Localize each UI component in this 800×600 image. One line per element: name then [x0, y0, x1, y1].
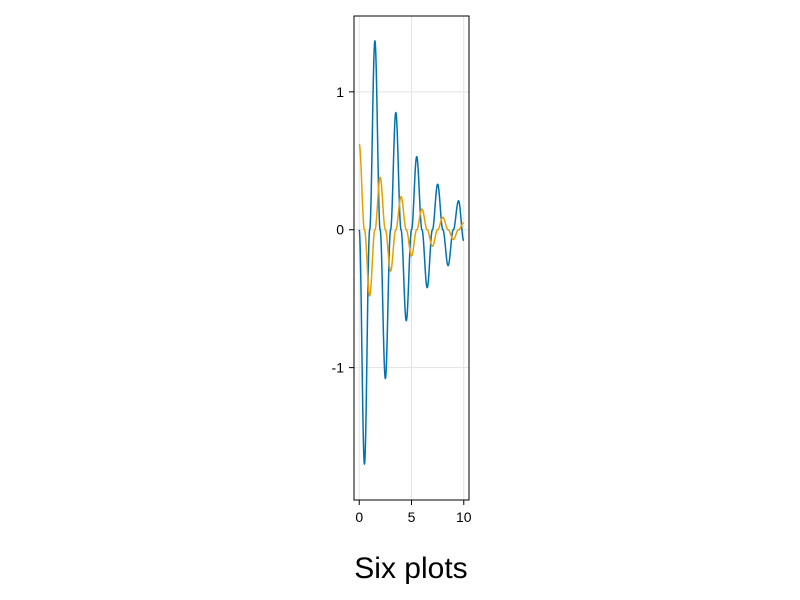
- x-tick-label: 5: [408, 509, 416, 525]
- x-tick-label: 10: [456, 509, 472, 525]
- plot-series: [358, 40, 465, 465]
- y-tick-label: 1: [336, 84, 344, 100]
- y-ticks: -1 0 1: [332, 84, 354, 376]
- axes: 0 5 10 -1 0 1: [332, 15, 472, 525]
- x-ticks: 0 5 10: [355, 500, 472, 525]
- figure-caption: Six plots: [354, 552, 467, 585]
- y-tick-label: -1: [332, 360, 345, 376]
- series-line-2: [358, 143, 465, 297]
- x-tick-label: 0: [355, 509, 363, 525]
- y-tick-label: 0: [336, 222, 344, 238]
- series-line-1: [358, 40, 465, 465]
